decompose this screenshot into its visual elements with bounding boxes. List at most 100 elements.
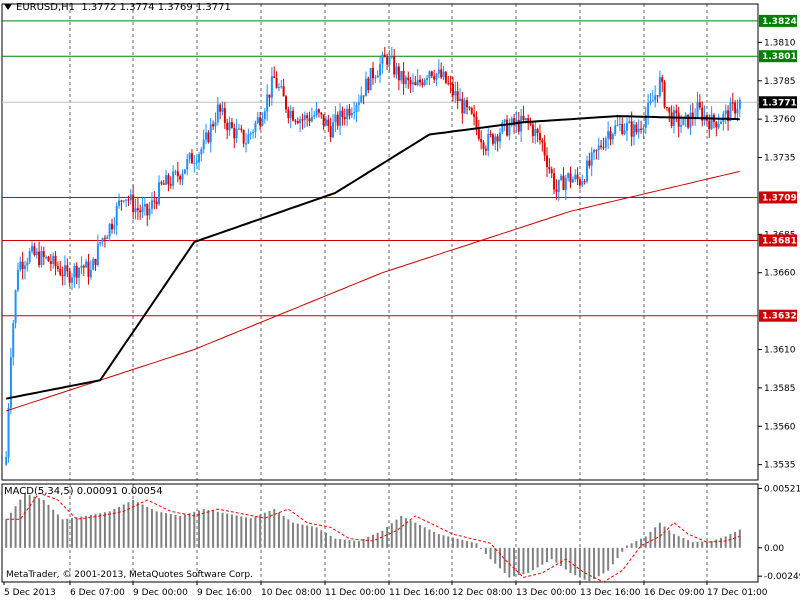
candle-body: [193, 162, 196, 164]
candle-body: [186, 158, 189, 170]
candle-body: [426, 77, 429, 80]
candle-body: [379, 64, 382, 76]
macd-bar: [56, 514, 59, 548]
candle-body: [249, 133, 252, 135]
candle-body: [205, 132, 208, 140]
macd-bar: [522, 547, 525, 575]
macd-bar: [5, 519, 8, 548]
candle-body: [155, 201, 158, 205]
candle-body: [663, 82, 666, 108]
price-tick-label: 1.3535: [764, 461, 796, 471]
candle-body: [188, 153, 191, 159]
candle-body: [327, 119, 330, 127]
candle-body: [506, 119, 509, 136]
candle-body: [350, 112, 353, 116]
dropdown-triangle-icon[interactable]: [4, 4, 12, 10]
candle-body: [59, 269, 62, 275]
candle-body: [459, 98, 462, 102]
candle-body: [110, 223, 113, 230]
candle-body: [169, 184, 172, 186]
candle-body: [689, 112, 692, 128]
macd-bar: [456, 538, 459, 548]
macd-bar: [480, 547, 483, 549]
macd-bar: [197, 510, 200, 548]
time-tick-label: 17 Dec 01:00: [707, 588, 768, 598]
macd-bar: [475, 543, 478, 548]
macd-bar: [334, 538, 337, 548]
macd-bar: [738, 529, 741, 548]
candle-body: [736, 108, 739, 114]
candle-body: [531, 124, 534, 137]
candle-body: [282, 86, 285, 97]
candle-body: [92, 258, 95, 270]
candle-body: [372, 68, 374, 79]
candle-body: [480, 138, 483, 143]
candle-body: [132, 194, 135, 213]
macd-bar: [546, 547, 549, 562]
candle-body: [555, 189, 558, 192]
candle-body: [106, 236, 109, 239]
candle-body: [522, 115, 525, 120]
candle-body: [129, 194, 132, 201]
macd-bar: [61, 519, 64, 548]
candle-body: [245, 143, 248, 145]
candle-body: [216, 104, 219, 123]
candle-body: [33, 246, 36, 255]
macd-bar: [245, 517, 248, 548]
macd-bar: [118, 506, 121, 548]
macd-bar: [80, 516, 83, 548]
candle-body: [66, 265, 69, 272]
candle-body: [275, 77, 278, 88]
candle-body: [656, 95, 659, 97]
candle-body: [167, 175, 170, 185]
candle-body: [616, 124, 619, 126]
time-tick-label: 11 Dec 00:00: [325, 588, 386, 598]
time-tick-label: 13 Dec 16:00: [580, 588, 641, 598]
candle-body: [320, 112, 323, 115]
candle-body: [628, 121, 631, 123]
candle-body: [381, 54, 384, 65]
macd-bar: [136, 502, 139, 548]
candle-body: [687, 114, 690, 128]
candle-body: [411, 82, 414, 85]
candle-body: [7, 407, 10, 458]
candle-body: [127, 199, 130, 201]
candle-body: [717, 123, 720, 128]
candle-body: [294, 120, 297, 122]
level-label-box: [759, 309, 797, 322]
candle-body: [449, 83, 452, 85]
candle-body: [698, 102, 701, 108]
macd-bar: [447, 536, 450, 548]
candle-body: [593, 149, 596, 153]
candle-body: [228, 122, 231, 131]
candle-body: [219, 104, 222, 112]
candle-body: [383, 54, 386, 58]
macd-bar: [301, 524, 304, 548]
macd-bar: [108, 511, 111, 548]
candle-body: [701, 107, 704, 121]
candle-body: [574, 174, 577, 180]
candle-body: [61, 274, 64, 277]
candle-body: [94, 258, 97, 266]
candle-body: [498, 132, 501, 142]
candle-body: [54, 255, 57, 267]
macd-bar: [19, 499, 22, 548]
candle-body: [402, 70, 405, 85]
candle-body: [437, 69, 440, 74]
candle-body: [463, 100, 466, 114]
macd-bar: [705, 541, 708, 548]
candle-body: [26, 262, 29, 266]
macd-bar: [357, 540, 360, 548]
candle-body: [543, 142, 546, 156]
candle-body: [494, 136, 497, 144]
price-tick-label: 1.3660: [764, 269, 796, 279]
candle-body: [720, 121, 723, 124]
chart-header: EURUSD,H1 1.3772 1.3774 1.3769 1.3771: [4, 2, 231, 13]
macd-bar: [724, 536, 727, 548]
candle-body: [343, 117, 346, 120]
candle-body: [388, 56, 391, 65]
macd-bar: [122, 504, 125, 548]
candle-body: [618, 123, 621, 125]
level-label: 1.3771: [762, 98, 797, 108]
